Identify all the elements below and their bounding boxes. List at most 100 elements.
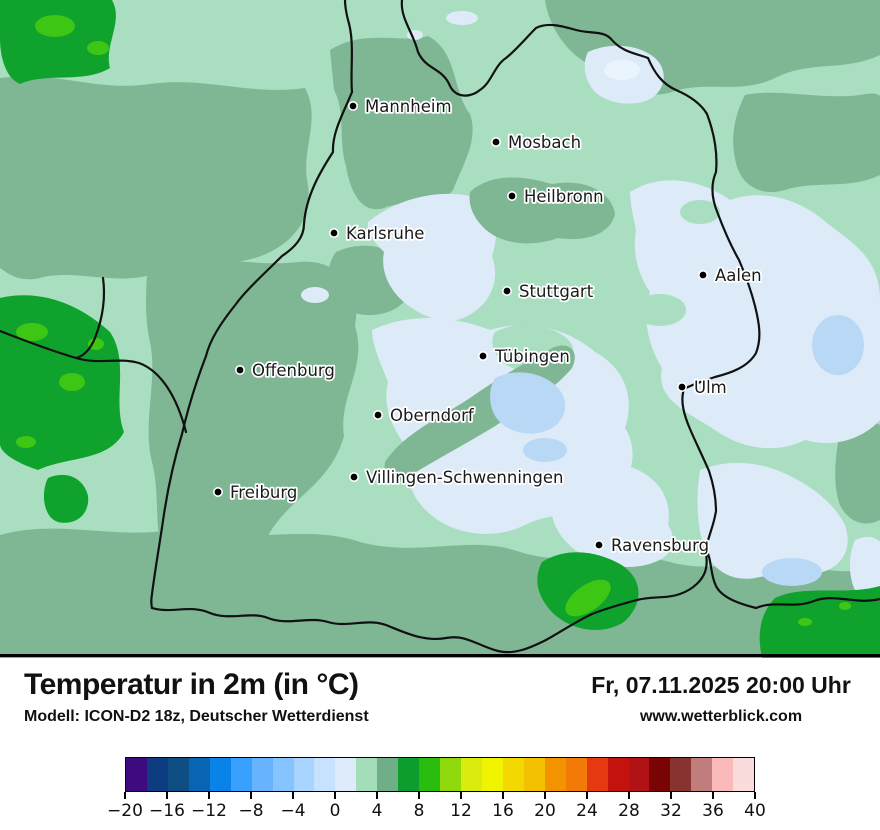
- colorbar-segment: [188, 758, 210, 791]
- region-lightblue-core: [490, 372, 566, 434]
- colorbar-segment: [586, 758, 608, 791]
- region-sage-southband: [0, 528, 880, 658]
- colorbar-tick-label: 20: [534, 801, 556, 821]
- city-dot: [372, 409, 383, 420]
- city-label: Aalen: [715, 266, 762, 285]
- region-paleblue-corner: [849, 536, 880, 602]
- city-dot: [328, 228, 339, 239]
- region-mint-patch: [634, 294, 686, 326]
- colorbar-tick-label: 12: [450, 801, 472, 821]
- city-marker: Karlsruhe: [328, 222, 426, 245]
- colorbar-tickmark: [292, 792, 294, 799]
- colorbar-tick-label: 16: [492, 801, 514, 821]
- colorbar-segment: [649, 758, 671, 791]
- border-west-france: [150, 90, 354, 610]
- colorbar-segment: [565, 758, 587, 791]
- colorbar-tick-label: 24: [576, 801, 598, 821]
- colorbar-segment: [733, 758, 755, 791]
- colorbar-tickmark: [334, 792, 336, 799]
- city-dot: [490, 137, 501, 148]
- region-green-small: [43, 474, 89, 523]
- city-dot: [593, 539, 604, 550]
- city-marker: Tübingen: [477, 345, 572, 368]
- colorbar-segment: [335, 758, 357, 791]
- city-label: Ulm: [694, 378, 727, 397]
- region-paleblue-bottomright: [697, 462, 848, 579]
- city-dot: [506, 191, 517, 202]
- website-url: www.wetterblick.com: [639, 708, 803, 725]
- colorbar-tick-label: 4: [371, 801, 383, 821]
- region-brightgreen-spot: [88, 338, 104, 350]
- city-label: Karlsruhe: [346, 224, 424, 243]
- colorbar-segment: [712, 758, 734, 791]
- colorbar-tick-label: 36: [702, 801, 724, 821]
- colorbar-tickmark: [208, 792, 210, 799]
- region-lake-spot: [604, 60, 640, 80]
- colorbar-segment: [209, 758, 231, 791]
- region-brightgreen-spot: [16, 323, 48, 341]
- city-label: Freiburg: [230, 483, 297, 502]
- city-marker: Offenburg: [235, 359, 337, 382]
- colorbar-segment: [544, 758, 566, 791]
- city-label: Mannheim: [365, 97, 452, 116]
- region-paleblue-northeast: [630, 180, 880, 449]
- city-dot: [676, 381, 687, 392]
- city-marker: Villingen-Schwenningen: [348, 466, 565, 489]
- border-north-stub: [343, 0, 354, 94]
- colorbar-segment: [272, 758, 294, 791]
- footer-right-column: Fr, 07.11.2025 20:00 Uhr www.wetterblick…: [576, 672, 866, 726]
- city-marker: Heilbronn: [506, 185, 605, 208]
- temperature-field: [0, 0, 880, 658]
- city-label: Villingen-Schwenningen: [366, 468, 563, 487]
- colorbar-tick-label: −4: [280, 801, 306, 821]
- city-marker: Aalen: [697, 264, 763, 287]
- colorbar-tickmark: [376, 792, 378, 799]
- colorbar-segment: [461, 758, 482, 791]
- colorbar-tickmark: [754, 792, 756, 799]
- colorbar-tickmark: [166, 792, 168, 799]
- city-marker: Oberndorf: [372, 404, 477, 427]
- country-borders: [0, 0, 880, 654]
- region-sage-northwest: [0, 76, 312, 280]
- city-label: Tübingen: [494, 347, 570, 366]
- city-label: Heilbronn: [524, 187, 604, 206]
- border-northwest-b: [74, 276, 106, 360]
- colorbar-segment: [628, 758, 650, 791]
- region-mint-patch: [680, 200, 720, 224]
- city-marker: Mosbach: [490, 131, 583, 154]
- colorbar-segment: [356, 758, 378, 791]
- temperature-colorbar: [125, 757, 755, 792]
- region-paleblue-speck: [301, 287, 329, 303]
- colorbar-segment: [146, 758, 168, 791]
- colorbar-tickmark: [712, 792, 714, 799]
- colorbar-tick-label: −20: [107, 801, 143, 821]
- page-title: Temperatur in 2m (in °C): [24, 668, 359, 701]
- colorbar-segment: [377, 758, 399, 791]
- city-label: Stuttgart: [519, 282, 594, 301]
- colorbar-segment: [398, 758, 420, 791]
- city-dot: [501, 285, 512, 296]
- colorbar-segment: [607, 758, 629, 791]
- colorbar-tickmark: [124, 792, 126, 799]
- region-sage-rightedge: [835, 421, 880, 524]
- colorbar-segment: [251, 758, 273, 791]
- colorbar-tickmark: [628, 792, 630, 799]
- colorbar-tick-label: 28: [618, 801, 640, 821]
- colorbar-tickmark: [460, 792, 462, 799]
- region-paleblue-ravensburg: [543, 461, 673, 567]
- colorbar-tickmark: [502, 792, 504, 799]
- colorbar-tick-label: 8: [413, 801, 425, 821]
- region-lightblue-core: [523, 438, 567, 462]
- map-bottom-frame: [0, 654, 880, 657]
- city-dot: [348, 471, 359, 482]
- region-paleblue-speck: [446, 11, 478, 25]
- city-dot: [477, 350, 488, 361]
- colorbar-segment: [502, 758, 524, 791]
- colorbar-segment: [440, 758, 461, 791]
- colorbar-tick-label: −12: [191, 801, 227, 821]
- border-south-switzerland: [150, 547, 708, 654]
- colorbar-tick-label: −16: [149, 801, 185, 821]
- colorbar-tick-label: 40: [744, 801, 766, 821]
- region-green-topleft: [0, 0, 116, 84]
